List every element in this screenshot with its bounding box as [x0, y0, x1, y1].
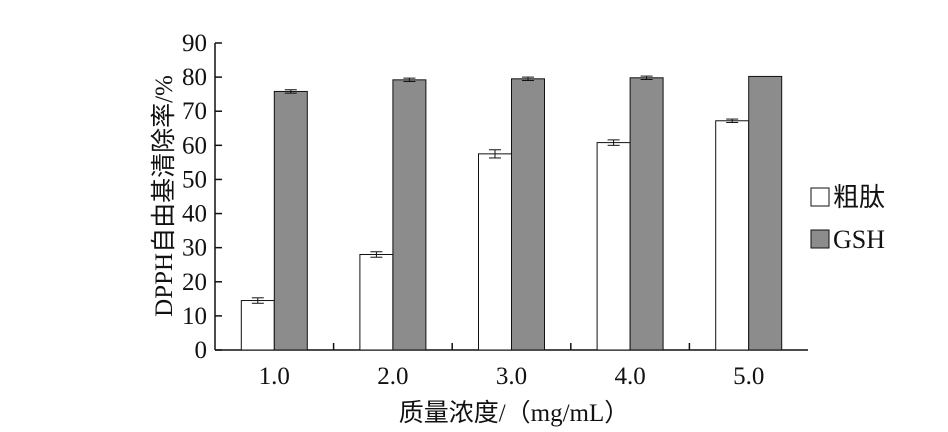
bar: [629, 77, 664, 351]
y-tick-label: 90: [182, 30, 207, 57]
y-tick-label: 70: [182, 98, 207, 125]
bar: [273, 90, 308, 351]
x-tick-label: 3.0: [496, 363, 527, 390]
bar: [478, 153, 512, 351]
y-tick-label: 50: [182, 166, 207, 193]
bar: [596, 142, 631, 351]
bar: [359, 253, 394, 351]
x-tick-label: 1.0: [259, 363, 290, 390]
x-axis-title: 质量浓度/（mg/mL）: [399, 399, 630, 427]
y-tick-label: 40: [182, 201, 207, 228]
legend-label: GSH: [833, 225, 885, 254]
y-tick-label: 60: [182, 132, 207, 159]
y-tick-label: 80: [182, 64, 207, 91]
x-tick-label: 4.0: [614, 363, 645, 390]
y-tick-label: 10: [182, 303, 207, 330]
legend: 粗肽 GSH: [810, 183, 885, 254]
legend-swatch: [810, 229, 830, 249]
y-tick-label: 0: [195, 337, 208, 364]
x-tick-label: 2.0: [377, 363, 408, 390]
bar: [715, 120, 750, 351]
bar: [511, 78, 545, 351]
y-tick-label: 20: [182, 269, 207, 296]
bar: [240, 300, 275, 351]
legend-swatch: [810, 187, 830, 207]
plot-area: 0 10 20 30 40 50 60 70 80 90 1.0 2.0 3.0 4.0 5.0: [182, 30, 808, 390]
y-tick-label: 30: [182, 235, 207, 262]
bar: [392, 79, 427, 351]
legend-label: 粗肽: [833, 183, 885, 212]
y-axis-title: DPPH自由基清除率/%: [150, 75, 178, 317]
x-tick-label: 5.0: [733, 363, 764, 390]
bar: [748, 75, 783, 351]
